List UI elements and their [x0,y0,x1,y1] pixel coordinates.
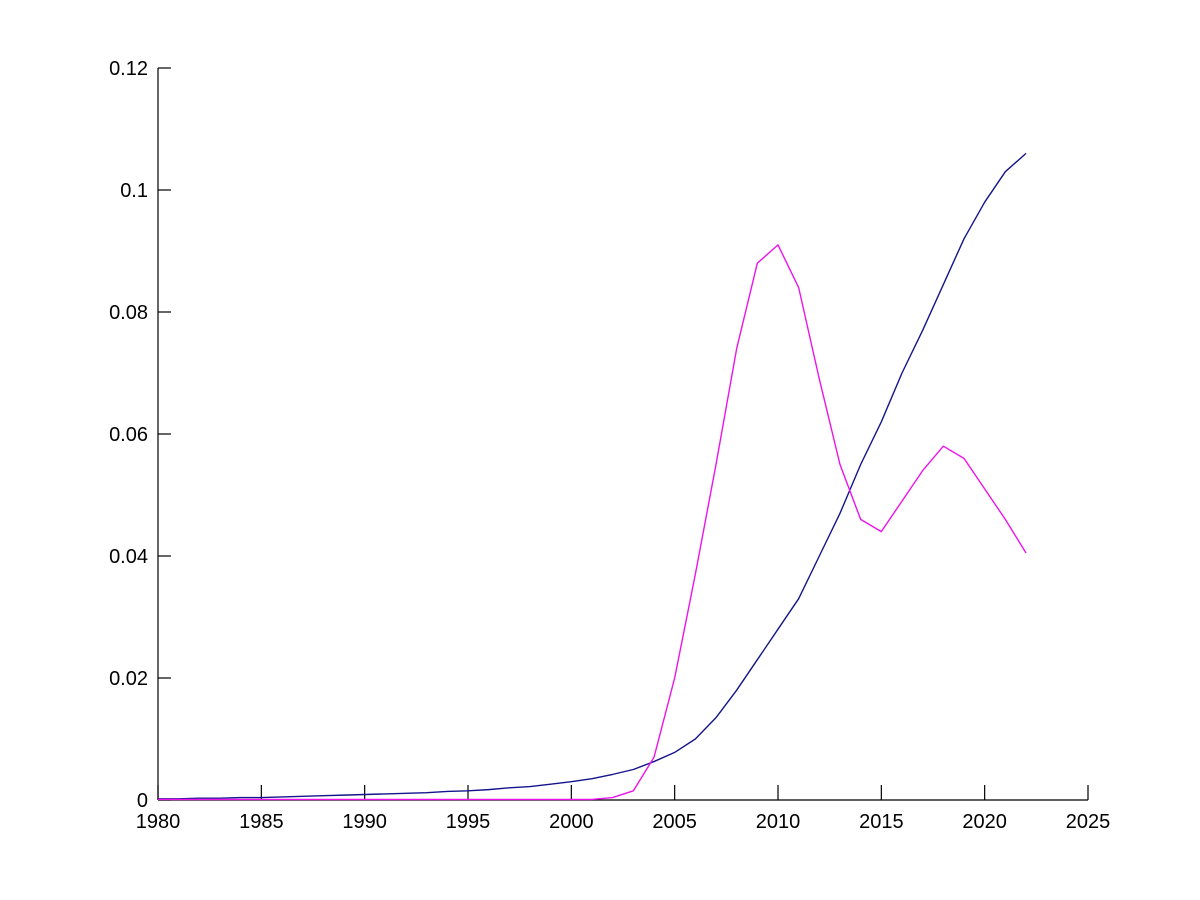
x-tick-label: 2000 [549,811,594,833]
x-tick-label: 1995 [446,811,491,833]
x-tick-label: 2020 [962,811,1007,833]
y-tick-label: 0.06 [109,424,148,446]
y-tick-label: 0.1 [120,180,148,202]
series-line-magenta [158,244,1027,801]
y-tick-label: 0.02 [109,668,148,690]
x-tick-label: 2010 [756,811,801,833]
y-tick-label: 0.12 [109,58,148,80]
x-tick-label: 2005 [652,811,697,833]
x-tick-label: 2025 [1066,811,1111,833]
y-tick-label: 0.04 [109,546,148,568]
y-tick-label: 0 [137,790,148,812]
series-line-dark-blue [158,152,1027,800]
x-tick-label: 1985 [239,811,284,833]
x-tick-label: 2015 [859,811,904,833]
x-tick-label: 1990 [342,811,387,833]
y-tick-label: 0.08 [109,302,148,324]
x-tick-label: 1980 [136,811,181,833]
